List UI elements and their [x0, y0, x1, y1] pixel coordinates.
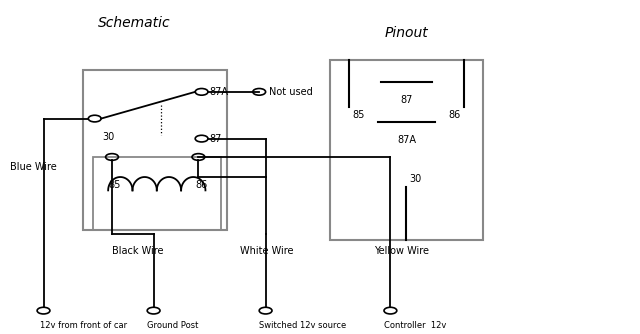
Text: Pinout: Pinout	[385, 26, 428, 40]
Text: 87A: 87A	[209, 87, 228, 97]
Text: Schematic: Schematic	[98, 16, 171, 30]
Bar	[330, 60, 483, 240]
Text: Ground Post: Ground Post	[147, 321, 198, 330]
Text: 86: 86	[449, 110, 461, 120]
Text: 85: 85	[352, 110, 364, 120]
Text: 87: 87	[209, 134, 221, 144]
Text: 30: 30	[410, 174, 422, 184]
Text: Switched 12v source: Switched 12v source	[259, 321, 346, 330]
Text: 87A: 87A	[397, 135, 416, 145]
Text: 86: 86	[195, 180, 207, 190]
Text: White Wire: White Wire	[240, 245, 294, 256]
Bar	[93, 157, 221, 230]
Text: 85: 85	[109, 180, 121, 190]
Text: 30: 30	[102, 132, 115, 142]
Text: Not used: Not used	[269, 87, 312, 97]
Text: Black Wire: Black Wire	[112, 245, 163, 256]
Bar	[83, 70, 227, 230]
Text: Yellow Wire: Yellow Wire	[374, 245, 429, 256]
Text: 12v from front of car: 12v from front of car	[40, 321, 127, 330]
Text: Controller  12v: Controller 12v	[384, 321, 446, 330]
Text: Blue Wire: Blue Wire	[10, 162, 56, 172]
Text: 87: 87	[400, 95, 413, 105]
